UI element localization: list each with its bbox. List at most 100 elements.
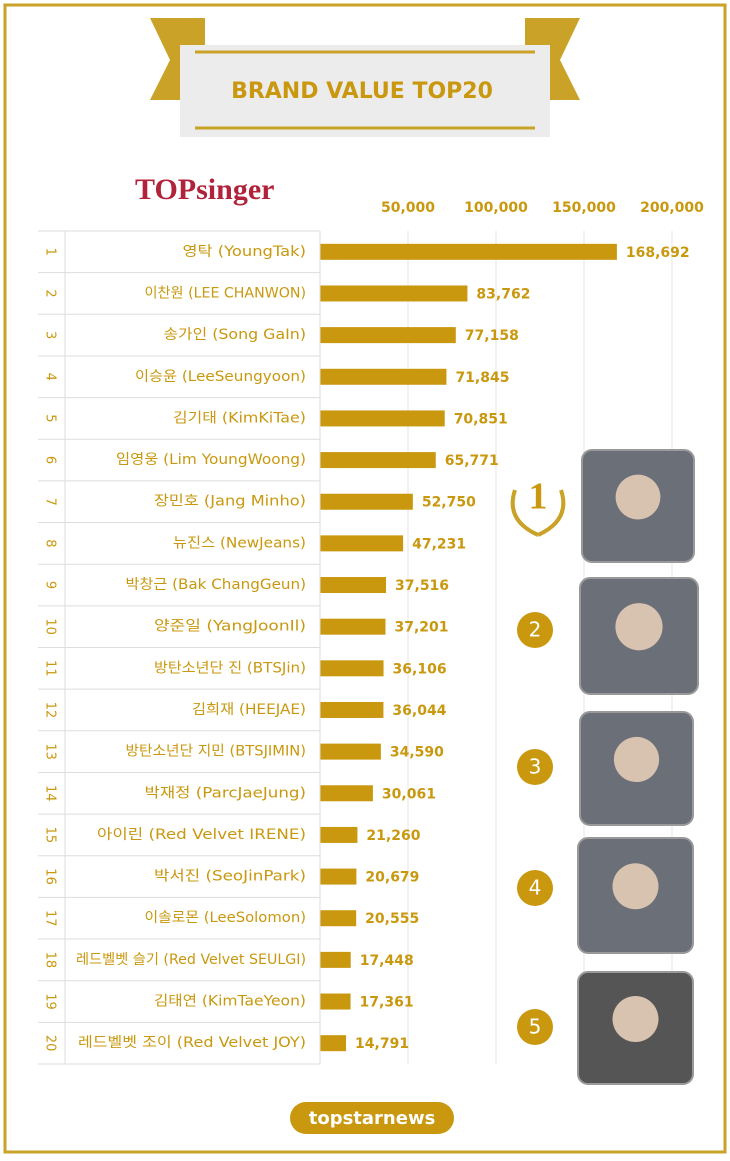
bar — [320, 285, 468, 302]
value-label: 17,361 — [360, 995, 414, 1011]
logo: TOPsinger — [135, 173, 274, 206]
bar — [320, 826, 358, 843]
value-label: 83,762 — [476, 286, 530, 302]
value-label: 14,791 — [355, 1036, 409, 1052]
x-tick-label: 100,000 — [464, 200, 528, 216]
category-label: 김태연 (KimTaeYeon) — [154, 994, 306, 1010]
rank-label: 6 — [43, 456, 58, 464]
rank-label: 2 — [43, 289, 58, 297]
category-label: 방탄소년단 진 (BTSJin) — [154, 660, 306, 676]
featured-rank: 5 — [529, 1015, 542, 1039]
rank-label: 1 — [42, 248, 57, 256]
bar — [320, 910, 357, 927]
value-label: 17,448 — [360, 953, 414, 969]
category-label: 김기태 (KimKiTae) — [173, 410, 306, 426]
value-label: 70,851 — [454, 411, 508, 427]
category-label: 임영웅 (Lim YoungWoong) — [116, 452, 306, 468]
rank-label: 8 — [43, 539, 58, 547]
rank-label: 7 — [43, 498, 58, 506]
category-label: 박재정 (ParcJaeJung) — [145, 785, 307, 801]
rank-label: 14 — [43, 785, 58, 802]
rank-label: 16 — [43, 868, 58, 885]
x-tick-label: 200,000 — [640, 200, 704, 216]
value-label: 47,231 — [412, 536, 466, 552]
rank-label: 18 — [43, 952, 58, 969]
bar — [320, 618, 386, 635]
rank-label: 9 — [43, 581, 58, 589]
value-label: 36,106 — [393, 661, 447, 677]
bar — [320, 368, 447, 385]
bar — [320, 743, 381, 760]
category-label: 레드벨벳 슬기 (Red Velvet SEULGI) — [76, 952, 306, 968]
category-label: 이승윤 (LeeSeungyoon) — [135, 369, 306, 385]
bar — [320, 993, 351, 1010]
rank-badge — [517, 749, 553, 785]
x-tick-label: 50,000 — [381, 200, 435, 216]
chart-title: BRAND VALUE TOP20 — [231, 79, 493, 104]
value-label: 71,845 — [455, 370, 509, 386]
featured-rank: 4 — [529, 876, 542, 900]
value-label: 65,771 — [445, 453, 499, 469]
category-label: 방탄소년단 지민 (BTSJIMIN) — [126, 744, 307, 760]
banner: BRAND VALUE TOP20 — [150, 18, 580, 137]
bar — [320, 577, 387, 594]
footer-logo: topstarnews — [309, 1108, 436, 1129]
photo-head — [612, 996, 659, 1043]
value-label: 20,555 — [365, 911, 419, 927]
featured-rank: 3 — [529, 755, 542, 779]
value-label: 37,516 — [395, 578, 449, 594]
category-label: 영탁 (YoungTak) — [183, 244, 307, 260]
category-label: 이솔로몬 (LeeSolomon) — [145, 910, 307, 926]
rank-label: 15 — [43, 827, 58, 844]
featured-rank: 1 — [529, 476, 548, 518]
bar — [320, 951, 351, 968]
value-label: 168,692 — [626, 245, 690, 261]
rank-label: 13 — [43, 743, 58, 760]
category-label: 뉴진스 (NewJeans) — [173, 535, 306, 551]
rank-label: 10 — [43, 618, 58, 635]
category-label: 김희재 (HEEJAE) — [192, 702, 306, 718]
category-label: 장민호 (Jang Minho) — [154, 494, 306, 510]
category-label: 이찬원 (LEE CHANWON) — [145, 285, 307, 301]
rank-label: 20 — [43, 1035, 58, 1052]
rank-label: 4 — [43, 373, 58, 381]
rank-label: 12 — [43, 702, 58, 719]
rank-badge — [517, 870, 553, 906]
value-label: 21,260 — [366, 828, 420, 844]
bar — [320, 327, 456, 344]
bar — [320, 660, 384, 677]
photo-head — [613, 736, 660, 783]
bar — [320, 785, 373, 802]
rank-label: 19 — [43, 993, 58, 1010]
rank-badge — [517, 612, 553, 648]
bar — [320, 410, 445, 427]
footer-badge — [290, 1102, 454, 1134]
bar — [320, 452, 436, 469]
category-label: 레드벨벳 조이 (Red Velvet JOY) — [78, 1035, 306, 1051]
bar — [320, 868, 357, 885]
value-label: 37,201 — [394, 620, 448, 636]
value-label: 36,044 — [392, 703, 446, 719]
bar — [320, 1035, 347, 1052]
bar — [320, 535, 404, 552]
bar — [320, 493, 413, 510]
bar-chart: 50,000 100,000 150,000 200,000 1 영탁 (YoungTak… — [38, 200, 704, 1065]
category-label: 송가인 (Song GaIn) — [164, 327, 307, 343]
rank-label: 3 — [43, 331, 58, 339]
value-label: 20,679 — [365, 870, 419, 886]
featured-photos: 1 2 3 4 5 — [510, 449, 699, 1085]
category-label: 아이린 (Red Velvet IRENE) — [97, 827, 306, 843]
rank-label: 11 — [43, 660, 58, 677]
photo-head — [615, 474, 661, 520]
value-label: 34,590 — [390, 745, 444, 761]
rank-label: 5 — [43, 414, 58, 422]
rank-label: 17 — [43, 910, 58, 927]
category-label: 박창근 (Bak ChangGeun) — [126, 577, 307, 593]
featured-rank: 2 — [529, 618, 542, 642]
category-label: 양준일 (YangJoonIl) — [154, 619, 306, 635]
bar — [320, 243, 617, 260]
bar — [320, 701, 384, 718]
x-tick-label: 150,000 — [552, 200, 616, 216]
value-label: 52,750 — [422, 495, 476, 511]
